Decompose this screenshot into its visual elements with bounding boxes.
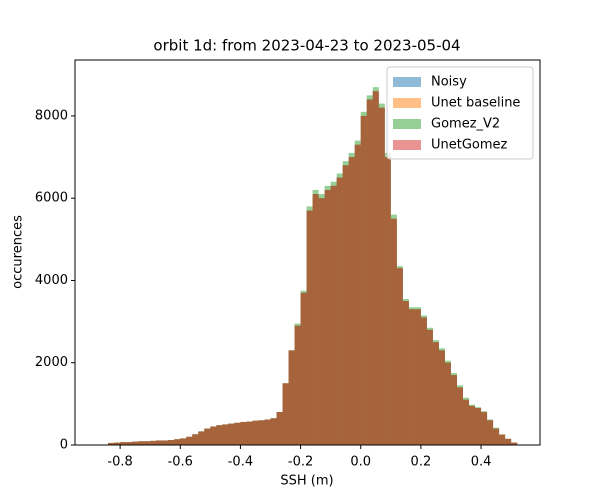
histogram-bar [384, 157, 391, 446]
legend-box [386, 66, 534, 160]
histogram-bar [240, 421, 247, 445]
histogram-bar [408, 309, 415, 445]
x-tick-label: -0.8 [107, 455, 132, 470]
histogram-bar [396, 268, 403, 445]
histogram-bar [432, 342, 439, 445]
histogram-bar [469, 405, 476, 445]
histogram-bar [198, 431, 205, 445]
legend-swatch [393, 98, 421, 108]
histogram-bar [234, 422, 241, 445]
histogram-bar [264, 419, 271, 445]
histogram-bar [475, 407, 482, 445]
histogram-bar [499, 434, 506, 445]
histogram-bar [186, 436, 193, 445]
axes-frame [74, 59, 541, 446]
y-tick-label: 0 [60, 438, 68, 453]
histogram-bar [276, 412, 283, 445]
histogram-bar [306, 210, 313, 445]
x-tick-label: -0.4 [228, 455, 253, 470]
histogram-bar [438, 350, 445, 445]
histogram-bar [390, 218, 397, 445]
histogram-bar [366, 99, 373, 445]
histogram-bar [180, 438, 187, 445]
histogram-bar [414, 309, 421, 445]
histogram-bar [426, 329, 433, 445]
x-tick-label: -0.2 [288, 455, 313, 470]
histogram-bar [120, 442, 127, 445]
histogram-bar [330, 185, 337, 445]
histogram-bar [282, 383, 289, 445]
histogram-bar [174, 439, 181, 445]
y-tick-label: 4000 [35, 273, 68, 288]
histogram-bar [162, 440, 169, 445]
histogram-bar [456, 387, 464, 445]
y-tick-label: 6000 [35, 191, 68, 206]
histogram-bar [372, 91, 379, 445]
histogram-bar [420, 317, 427, 445]
x-axis-label: SSH (m) [280, 474, 333, 489]
x-tick-label: -0.6 [168, 455, 193, 470]
histogram-bar [216, 425, 223, 445]
histogram-bar [228, 423, 235, 445]
histogram-bar [505, 438, 512, 445]
histogram-bar [318, 198, 325, 445]
x-tick-label: 0.2 [411, 455, 432, 470]
histogram-bar [336, 177, 343, 445]
histogram-bar [444, 362, 451, 445]
histogram-bar [204, 428, 211, 445]
histogram-bar [342, 165, 349, 446]
legend-label: UnetGomez [431, 138, 508, 153]
histogram-bar [192, 434, 199, 445]
y-tick-label: 8000 [35, 108, 68, 123]
histogram-bar [312, 194, 319, 445]
histogram-bar [324, 189, 331, 445]
histogram-bar [511, 442, 518, 445]
histogram-bar [144, 441, 151, 445]
histogram-bar [294, 325, 301, 445]
histogram-bar [487, 420, 494, 445]
legend-label: Unet baseline [431, 96, 520, 111]
histogram-bar [138, 441, 145, 445]
histogram-bar [360, 115, 367, 445]
chart-title: orbit 1d: from 2023-04-23 to 2023-05-04 [153, 37, 460, 55]
histogram-bar [481, 412, 488, 445]
histogram-bar [246, 421, 253, 445]
y-axis-label: occurences [11, 215, 26, 289]
x-tick-label: 0.4 [471, 455, 492, 470]
histogram-bar [210, 426, 217, 445]
histogram-bar [132, 441, 139, 445]
histogram-bar [114, 442, 121, 445]
histogram-bar [463, 399, 470, 445]
histogram-bar [258, 420, 265, 445]
histogram-bar [168, 440, 175, 445]
histogram-bar [222, 424, 229, 445]
y-tick-label: 2000 [35, 355, 68, 370]
histogram-bar [126, 442, 133, 445]
histogram-bar [156, 440, 163, 445]
histogram-bar [348, 157, 355, 446]
histogram-bar [252, 420, 259, 445]
legend-swatch [393, 77, 421, 87]
x-tick-label: 0.0 [350, 455, 371, 470]
histogram-bar [270, 418, 277, 445]
histogram-bar [450, 375, 457, 445]
histogram-bar [493, 428, 500, 445]
histogram-bar [378, 107, 385, 445]
histogram-bar [300, 292, 307, 445]
legend-swatch [393, 140, 421, 150]
legend: Noisy Unet baseline Gomez_V2 UnetGomez [386, 66, 534, 160]
histogram-bar [288, 350, 295, 445]
histogram-bar [108, 442, 115, 445]
legend-label: Noisy [431, 75, 467, 90]
histogram-bar [354, 144, 361, 445]
legend-label: Gomez_V2 [431, 117, 500, 132]
histogram-bar [150, 440, 157, 445]
histogram-bar [402, 301, 409, 445]
legend-swatch [393, 119, 421, 129]
